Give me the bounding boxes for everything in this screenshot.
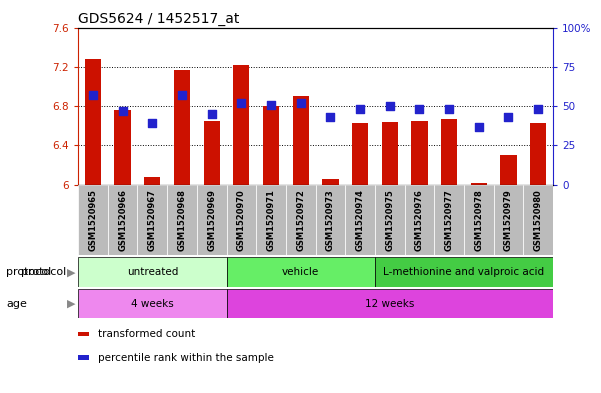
- Point: [266, 101, 276, 108]
- Text: GSM1520976: GSM1520976: [415, 189, 424, 251]
- Bar: [227, 185, 256, 255]
- Text: GSM1520979: GSM1520979: [504, 189, 513, 251]
- Bar: [174, 70, 190, 185]
- Bar: [78, 185, 108, 255]
- Bar: [471, 183, 487, 185]
- Bar: [464, 185, 493, 255]
- Text: GDS5624 / 1452517_at: GDS5624 / 1452517_at: [78, 13, 240, 26]
- Text: vehicle: vehicle: [282, 267, 319, 277]
- Bar: [227, 257, 375, 287]
- Point: [504, 114, 513, 120]
- Bar: [293, 96, 309, 185]
- Text: GSM1520971: GSM1520971: [266, 189, 275, 251]
- Bar: [114, 110, 131, 185]
- Text: GSM1520974: GSM1520974: [356, 189, 365, 251]
- Point: [177, 92, 187, 98]
- Text: untreated: untreated: [127, 267, 178, 277]
- Text: GSM1520965: GSM1520965: [88, 189, 97, 251]
- Text: 4 weeks: 4 weeks: [131, 299, 174, 309]
- Point: [355, 106, 365, 112]
- Bar: [352, 123, 368, 185]
- Text: age: age: [6, 299, 27, 309]
- Text: GSM1520967: GSM1520967: [148, 189, 157, 251]
- Bar: [85, 59, 101, 185]
- Text: GSM1520968: GSM1520968: [177, 189, 186, 251]
- Bar: [500, 155, 517, 185]
- Text: percentile rank within the sample: percentile rank within the sample: [98, 353, 274, 363]
- Bar: [404, 185, 435, 255]
- Text: transformed count: transformed count: [98, 329, 195, 339]
- Text: GSM1520970: GSM1520970: [237, 189, 246, 251]
- Bar: [493, 185, 523, 255]
- Text: GSM1520969: GSM1520969: [207, 189, 216, 251]
- Text: protocol: protocol: [21, 267, 66, 277]
- Text: 12 weeks: 12 weeks: [365, 299, 415, 309]
- Point: [533, 106, 543, 112]
- Bar: [108, 185, 138, 255]
- Bar: [286, 185, 316, 255]
- Bar: [138, 185, 167, 255]
- Point: [147, 120, 157, 127]
- Bar: [435, 185, 464, 255]
- Point: [326, 114, 335, 120]
- Bar: [204, 121, 220, 185]
- Bar: [382, 122, 398, 185]
- Bar: [256, 185, 286, 255]
- Text: GSM1520980: GSM1520980: [534, 189, 543, 251]
- Bar: [441, 119, 457, 185]
- Bar: [316, 185, 345, 255]
- Point: [88, 92, 98, 98]
- Text: ▶: ▶: [67, 299, 75, 309]
- Point: [118, 108, 127, 114]
- Point: [415, 106, 424, 112]
- Bar: [197, 185, 227, 255]
- Point: [237, 100, 246, 106]
- Point: [207, 111, 216, 117]
- Text: L-methionine and valproic acid: L-methionine and valproic acid: [383, 267, 545, 277]
- Bar: [322, 179, 338, 185]
- Text: GSM1520972: GSM1520972: [296, 189, 305, 251]
- Text: GSM1520966: GSM1520966: [118, 189, 127, 251]
- Bar: [523, 185, 553, 255]
- Text: GSM1520977: GSM1520977: [445, 189, 454, 251]
- Point: [385, 103, 394, 109]
- Bar: [375, 257, 553, 287]
- Bar: [227, 289, 553, 318]
- Point: [296, 100, 305, 106]
- Bar: [78, 257, 227, 287]
- Bar: [144, 177, 160, 185]
- Text: GSM1520978: GSM1520978: [474, 189, 483, 251]
- Bar: [345, 185, 375, 255]
- Text: GSM1520973: GSM1520973: [326, 189, 335, 251]
- Text: protocol: protocol: [6, 267, 51, 277]
- Bar: [233, 65, 249, 185]
- Point: [474, 123, 484, 130]
- Point: [444, 106, 454, 112]
- Bar: [411, 121, 427, 185]
- Text: ▶: ▶: [67, 267, 75, 277]
- Text: GSM1520975: GSM1520975: [385, 189, 394, 251]
- Bar: [530, 123, 546, 185]
- Bar: [263, 106, 279, 185]
- Bar: [78, 289, 227, 318]
- Bar: [167, 185, 197, 255]
- Bar: [375, 185, 404, 255]
